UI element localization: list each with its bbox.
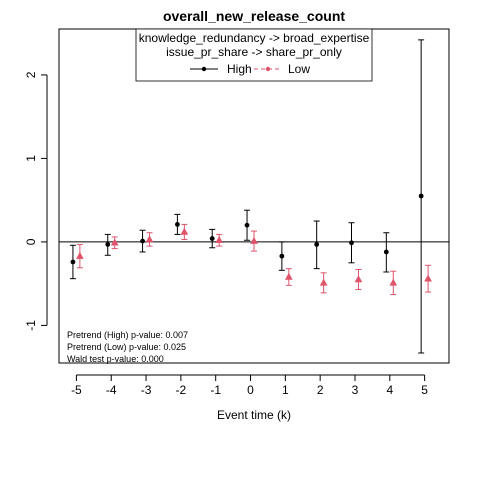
point-marker: [215, 236, 224, 244]
series-layer: [69, 39, 432, 354]
x-tick-label: -2: [176, 383, 187, 397]
series-high: [69, 39, 425, 354]
p-value-annotation: Wald test p-value: 0.000: [67, 354, 164, 364]
legend-label-low: Low: [288, 62, 310, 76]
point-marker: [244, 222, 250, 228]
y-tick-label: 0: [24, 238, 38, 245]
x-tick-label: -5: [71, 383, 82, 397]
point-marker: [354, 275, 363, 283]
x-tick-label: 3: [352, 383, 359, 397]
x-tick-label: -1: [210, 383, 221, 397]
point-marker: [424, 274, 432, 282]
chart-title: overall_new_release_count: [163, 8, 345, 24]
point-marker: [349, 240, 354, 246]
legend-header-line: issue_pr_share -> share_pr_only: [166, 45, 342, 59]
point-marker: [110, 238, 119, 246]
legend-header-line: knowledge_redundancy -> broad_expertise: [139, 31, 370, 45]
point-marker: [389, 278, 398, 286]
legend-box: [135, 28, 373, 82]
x-tick-label: 0: [247, 383, 254, 397]
x-tick-label: 4: [386, 383, 393, 397]
series-low: [76, 223, 432, 296]
legend-marker: [265, 66, 271, 72]
x-tick-label: 2: [317, 383, 324, 397]
x-tick-label: -3: [141, 383, 152, 397]
y-tick-label: 2: [24, 71, 38, 78]
axes: -5 -4 -3 -2 -1 0 1 2 3 4 5 -1 0 1 2: [24, 71, 428, 397]
point-marker: [180, 227, 189, 235]
point-marker: [105, 242, 111, 247]
point-marker: [319, 278, 328, 286]
x-tick-label: -4: [106, 383, 117, 397]
point-marker: [284, 272, 293, 280]
point-marker: [314, 242, 320, 247]
point-marker: [70, 259, 76, 265]
p-value-annotation: Pretrend (Low) p-value: 0.025: [67, 342, 186, 352]
legend-marker: [201, 66, 207, 72]
point-marker: [174, 221, 180, 227]
point-marker: [76, 251, 84, 259]
y-tick-label: 1: [24, 155, 38, 162]
point-marker: [279, 253, 285, 259]
point-marker: [383, 249, 389, 255]
point-marker: [209, 236, 215, 241]
point-marker: [145, 235, 154, 243]
x-tick-label: 5: [421, 383, 428, 397]
point-marker: [418, 193, 424, 199]
x-axis-label: Event time (k): [217, 408, 291, 422]
point-marker: [140, 238, 145, 244]
p-value-annotation: Pretrend (High) p-value: 0.007: [67, 330, 188, 340]
legend-label-high: High: [227, 62, 252, 76]
annotations: Pretrend (High) p-value: 0.007 Pretrend (…: [67, 330, 188, 364]
point-marker: [250, 236, 258, 244]
x-tick-label: 1: [282, 383, 289, 397]
y-tick-label: -1: [24, 320, 38, 331]
legend: knowledge_redundancy -> broad_expertisei…: [135, 28, 373, 82]
